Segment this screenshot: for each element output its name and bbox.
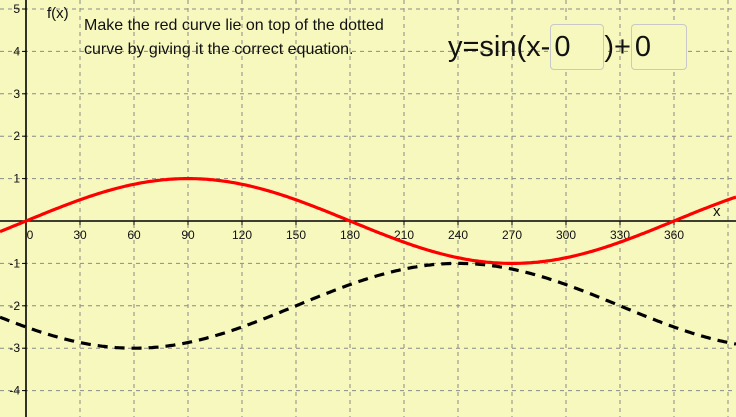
y-axis-label: f(x) [47,5,69,22]
red-sine-curve[interactable] [0,177,736,265]
y-tick-label: -4 [9,384,20,398]
y-tick-label: 3 [13,87,20,101]
x-tick-label: 330 [610,228,630,242]
x-tick-label: 0 [27,228,34,242]
x-tick-label: 30 [73,228,87,242]
y-tick-label: 2 [13,129,20,143]
y-tick-label: 5 [13,2,20,16]
vertical-offset-input[interactable] [630,24,687,70]
instructions: Make the red curve lie on top of the dot… [84,14,384,62]
x-tick-label: 60 [127,228,141,242]
x-tick-label: 360 [664,228,684,242]
equation: y=sin(x- )+ [448,24,687,70]
y-tick-label: 4 [13,44,20,58]
instructions-line-2: curve by giving it the correct equation. [84,41,354,58]
y-tick-label: -3 [9,341,20,355]
x-tick-label: 150 [286,228,306,242]
instructions-line-1: Make the red curve lie on top of the dot… [84,17,384,34]
y-tick-label: 1 [13,172,20,186]
x-tick-label: 90 [181,228,195,242]
x-tick-label: 120 [232,228,252,242]
x-tick-label: 300 [556,228,576,242]
x-tick-label: 180 [340,228,360,242]
x-axis-label: x [713,203,721,220]
equation-middle: )+ [604,30,631,63]
target-dotted-curve [0,261,736,350]
x-tick-label: 210 [394,228,414,242]
x-tick-label: 240 [448,228,468,242]
y-tick-label: -1 [9,256,20,270]
x-tick-label: 270 [502,228,522,242]
curves[interactable] [0,177,736,350]
phase-shift-input[interactable] [550,24,605,70]
equation-prefix: y=sin(x- [448,30,551,63]
tick-labels: 0 30 60 90 120 150 180 210 240 270 300 330 360 5 4 3 2 1 -… [9,2,684,398]
y-tick-label: -2 [9,299,20,313]
